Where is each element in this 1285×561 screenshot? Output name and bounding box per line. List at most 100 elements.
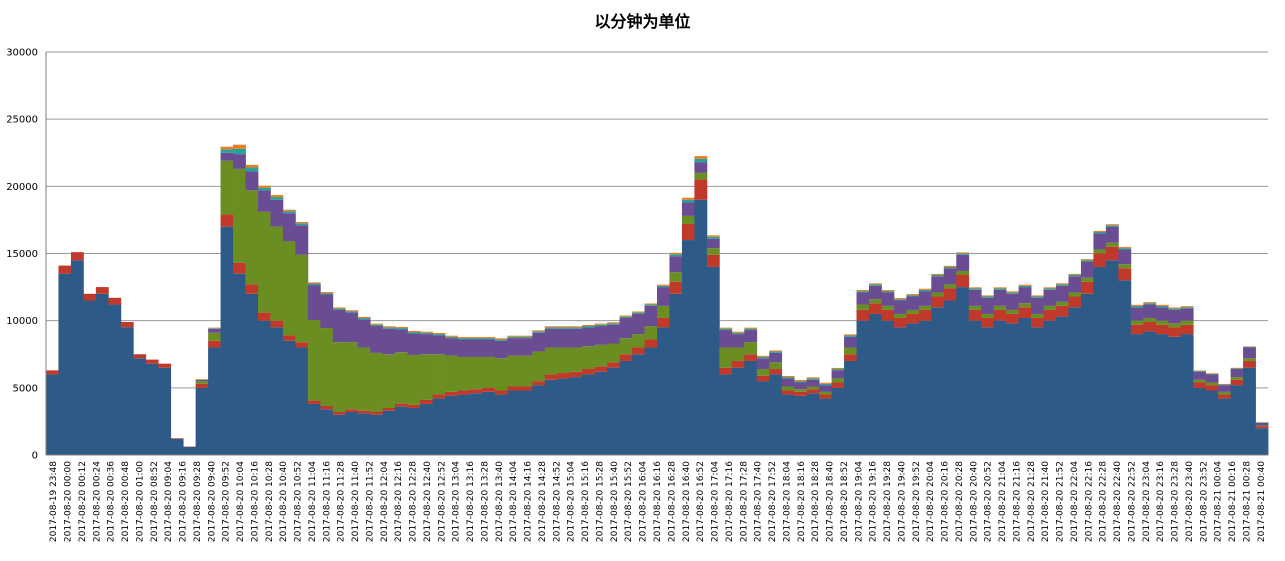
bar-segment: [756, 358, 770, 370]
bar-segment: [881, 291, 895, 293]
bar-segment: [1118, 264, 1132, 269]
bar-segment: [1230, 379, 1244, 386]
x-tick-label: 2017-08-20 20:28: [955, 461, 965, 542]
bar-segment: [1068, 296, 1082, 308]
bar-segment: [657, 285, 670, 288]
bar-segment: [1180, 307, 1194, 309]
bar-segment: [931, 296, 945, 308]
bar-segment: [432, 335, 446, 355]
bar-segment: [208, 328, 221, 329]
x-tick-label: 2017-08-20 13:16: [466, 461, 476, 542]
bar-segment: [395, 326, 409, 329]
bar-segment: [370, 324, 384, 327]
bar-segment: [719, 330, 733, 348]
bar-segment: [83, 293, 97, 301]
x-tick-label: 2017-08-20 12:16: [394, 461, 404, 542]
x-tick-label: 2017-08-20 22:04: [1070, 461, 1080, 542]
bar-segment: [1018, 287, 1032, 304]
bar-segment: [569, 326, 583, 328]
bar-segment: [1218, 384, 1231, 386]
y-tick-label: 30000: [6, 48, 38, 59]
bar-segment: [233, 154, 246, 169]
bar-segment: [494, 390, 508, 395]
bar-segment: [432, 354, 446, 395]
bar-segment: [819, 398, 832, 455]
bar-segment: [183, 446, 197, 455]
x-tick-label: 2017-08-19 23:48: [49, 461, 59, 542]
bar-segment: [968, 309, 982, 321]
x-tick-label: 2017-08-20 10:52: [294, 461, 304, 542]
bar-segment: [1143, 317, 1157, 323]
bar-segment: [170, 438, 184, 455]
bar-segment: [956, 270, 970, 275]
x-tick-label: 2017-08-20 11:16: [322, 461, 332, 542]
bar-segment: [1080, 293, 1094, 455]
bar-segment: [1043, 320, 1057, 455]
bar-segment: [968, 289, 982, 306]
bar-segment: [1205, 373, 1219, 375]
y-tick-label: 15000: [6, 249, 38, 260]
bar-segment: [420, 399, 433, 404]
x-tick-label: 2017-08-20 17:16: [725, 461, 735, 542]
bar-segment: [432, 333, 446, 335]
bar-segment: [719, 367, 733, 375]
bar-segment: [220, 214, 234, 227]
bar-segment: [1218, 398, 1231, 455]
bar-segment: [345, 311, 359, 313]
bar-segment: [1093, 266, 1107, 455]
bar-segment: [1056, 283, 1069, 285]
bar-segment: [1218, 385, 1231, 392]
bar-segment: [532, 330, 546, 332]
bar-segment: [270, 195, 284, 198]
bar-segment: [931, 273, 945, 275]
bar-segment: [1130, 320, 1144, 325]
bar-segment: [469, 389, 483, 394]
bar-segment: [233, 168, 246, 263]
bar-segment: [943, 266, 957, 269]
bar-segment: [644, 326, 658, 340]
bar-segment: [632, 334, 645, 348]
bar-segment: [1243, 358, 1256, 361]
bar-segment: [607, 367, 620, 455]
bar-segment: [557, 347, 571, 374]
bar-segment: [257, 187, 271, 191]
bar-segment: [918, 320, 932, 455]
bar-segment: [943, 265, 957, 267]
bar-segment: [906, 296, 920, 310]
bar-segment: [357, 316, 371, 318]
bar-segment: [831, 370, 845, 379]
bar-segment: [844, 335, 857, 337]
x-tick-label: 2017-08-20 21:16: [1012, 461, 1022, 542]
bar-segment: [868, 285, 882, 300]
bar-segment: [557, 378, 571, 455]
y-tick-label: 5000: [13, 383, 38, 394]
bar-segment: [706, 254, 720, 267]
bar-segment: [482, 391, 496, 455]
x-tick-label: 2017-08-20 18:52: [840, 461, 850, 542]
bar-segment: [257, 211, 271, 313]
bar-segment: [1155, 324, 1169, 335]
bar-segment: [956, 254, 970, 271]
bar-segment: [968, 320, 982, 455]
bar-segment: [594, 344, 608, 367]
bar-segment: [469, 338, 483, 340]
bar-segment: [557, 327, 571, 329]
bar-segment: [1043, 288, 1057, 290]
y-axis-tick-labels: 0 5000 10000 15000 20000 25000 30000: [6, 48, 38, 462]
bar-segment: [208, 327, 221, 329]
bar-segment: [819, 383, 832, 386]
bar-segment: [582, 374, 596, 455]
bar-segment: [893, 327, 907, 455]
bar-segment: [1168, 308, 1182, 310]
bar-segment: [382, 326, 396, 328]
bar-segment: [856, 290, 870, 292]
bar-segment: [1105, 224, 1119, 226]
bar-segment: [432, 394, 446, 399]
bar-segment: [395, 352, 409, 404]
x-axis-tick-labels: 2017-08-19 23:48 2017-08-20 00:00 2017-08-…: [49, 461, 1267, 542]
bar-segment: [1230, 368, 1244, 370]
bar-segment: [282, 335, 296, 341]
bar-segment: [831, 378, 845, 383]
bar-segment: [557, 328, 571, 348]
bar-segment: [332, 414, 346, 455]
